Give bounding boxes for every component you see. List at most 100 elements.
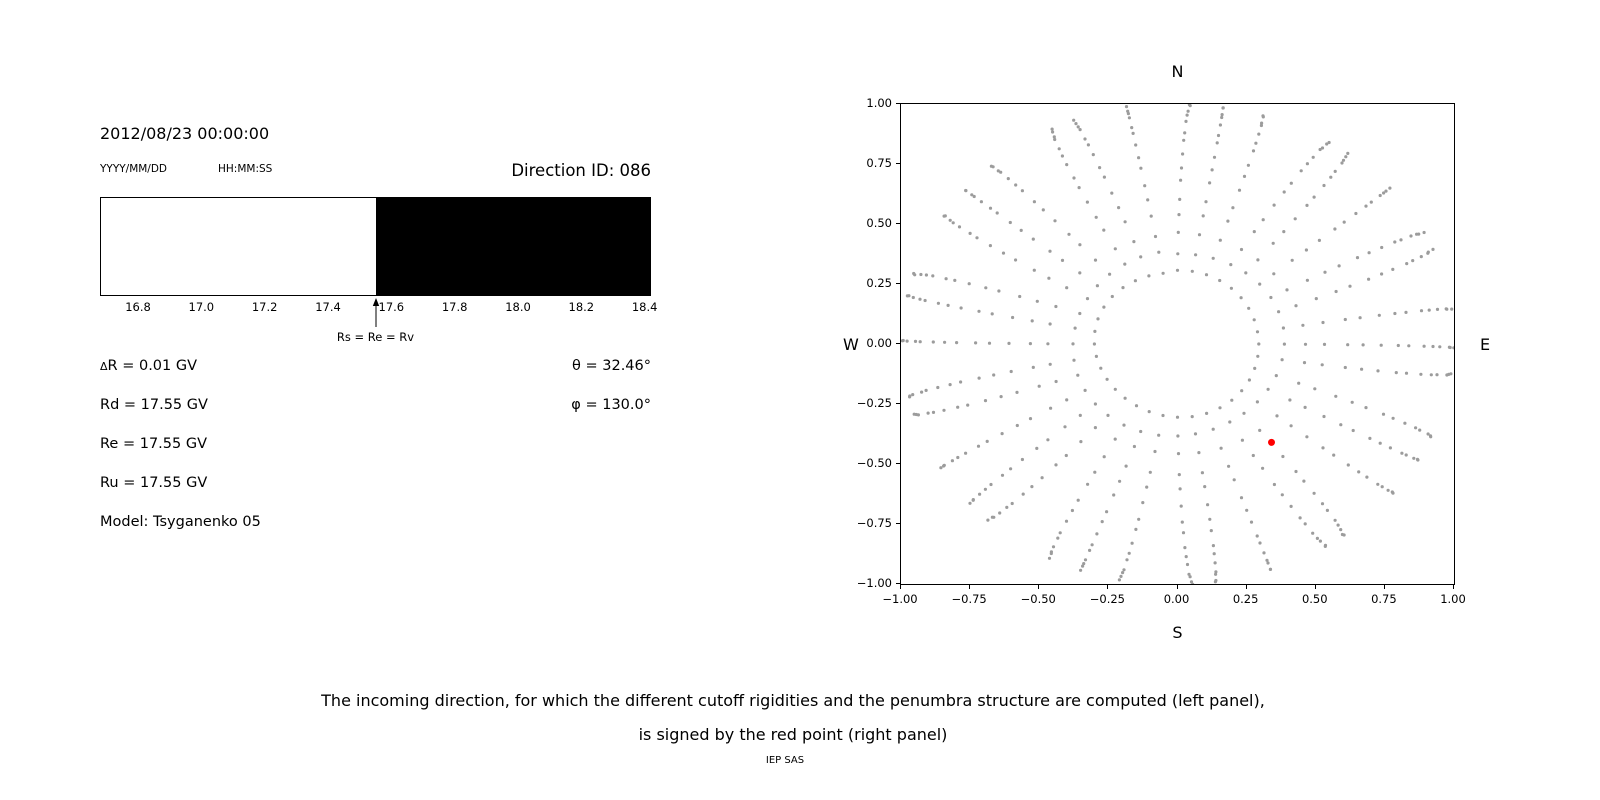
y-tick-label: −0.50 — [856, 456, 892, 470]
direction-point — [1343, 317, 1347, 322]
direction-point — [1139, 255, 1143, 259]
direction-point — [1364, 406, 1368, 410]
direction-point — [1318, 147, 1322, 152]
penumbra-tick-label: 17.0 — [188, 300, 215, 314]
direction-point — [1076, 498, 1080, 502]
direction-point — [1118, 479, 1122, 483]
direction-point — [971, 498, 975, 502]
direction-point — [907, 294, 911, 298]
direction-point — [1227, 464, 1231, 468]
direction-point — [1060, 154, 1064, 158]
direction-point — [1255, 330, 1260, 334]
direction-point — [1411, 259, 1415, 263]
direction-point — [1271, 241, 1275, 245]
direction-point — [1211, 256, 1215, 260]
direction-point — [1094, 354, 1098, 358]
direction-point — [1126, 112, 1130, 116]
direction-point — [1157, 433, 1161, 437]
direction-point — [931, 410, 936, 414]
direction-point — [1311, 155, 1315, 159]
direction-point — [1112, 493, 1116, 497]
direction-point — [1047, 556, 1052, 560]
direction-point — [1240, 438, 1244, 442]
direction-point — [911, 295, 915, 300]
direction-point — [1422, 230, 1426, 235]
direction-point — [1261, 218, 1265, 222]
direction-point — [1431, 344, 1435, 349]
direction-point — [1041, 208, 1045, 212]
direction-point — [1183, 131, 1187, 135]
direction-point — [1228, 420, 1232, 424]
direction-point — [1246, 163, 1250, 167]
direction-point — [1181, 152, 1185, 156]
direction-point — [1320, 502, 1325, 506]
direction-point — [1221, 106, 1225, 110]
direction-point — [1251, 453, 1255, 458]
direction-point — [1322, 183, 1326, 188]
direction-point — [1010, 501, 1014, 506]
direction-point — [1132, 444, 1136, 449]
direction-point — [1409, 234, 1413, 238]
direction-point — [970, 193, 974, 197]
direction-point — [1272, 482, 1276, 487]
direction-point — [1031, 365, 1035, 369]
direction-point — [1177, 473, 1181, 477]
direction-point — [1390, 490, 1394, 494]
direction-point — [1014, 183, 1018, 187]
direction-point — [992, 373, 996, 377]
direction-point — [1339, 423, 1343, 427]
direction-point — [1008, 220, 1012, 225]
direction-point — [920, 390, 924, 394]
direction-point — [1303, 522, 1307, 526]
direction-point — [1242, 174, 1247, 178]
direction-point — [931, 340, 935, 344]
direction-point — [1177, 213, 1181, 217]
direction-point — [950, 459, 954, 463]
direction-point — [1435, 373, 1439, 377]
x-tick-label: 0.25 — [1232, 592, 1259, 606]
direction-point — [976, 444, 981, 448]
direction-point — [1340, 532, 1344, 537]
compass-south-label: S — [1172, 623, 1183, 642]
direction-point — [1449, 372, 1453, 376]
direction-point — [1127, 116, 1131, 120]
direction-point — [1445, 307, 1449, 311]
direction-point — [1299, 169, 1303, 173]
direction-point — [1256, 354, 1260, 358]
direction-point — [1304, 248, 1308, 252]
direction-point — [1058, 531, 1062, 535]
direction-point — [1351, 428, 1355, 433]
direction-point — [1108, 272, 1112, 276]
penumbra-tick-label: 18.2 — [568, 300, 595, 314]
direction-point — [1119, 574, 1123, 578]
x-tick-mark — [900, 585, 901, 589]
direction-point — [1093, 470, 1097, 474]
direction-point — [1200, 471, 1204, 475]
direction-point — [1149, 214, 1153, 218]
caption-line1: The incoming direction, for which the di… — [321, 691, 1265, 710]
direction-point — [1258, 541, 1262, 545]
direction-point — [919, 272, 923, 277]
direction-point — [1448, 345, 1452, 350]
direction-point — [1377, 313, 1381, 317]
direction-point — [1102, 455, 1106, 459]
direction-point — [1315, 536, 1319, 540]
direction-point — [1187, 572, 1191, 576]
direction-point — [1079, 440, 1083, 444]
direction-point — [1190, 415, 1194, 419]
y-tick-label: 0.00 — [866, 336, 892, 350]
direction-point — [1110, 294, 1114, 299]
direction-point — [1266, 387, 1270, 391]
direction-point — [1060, 258, 1065, 262]
direction-point — [955, 341, 959, 345]
direction-point — [1095, 532, 1099, 536]
direction-point — [1376, 482, 1380, 486]
direction-point — [1293, 217, 1297, 221]
penumbra-tick-label: 17.2 — [251, 300, 278, 314]
direction-point — [1297, 381, 1301, 385]
direction-point — [1102, 175, 1106, 179]
y-tick-label: −1.00 — [856, 576, 892, 590]
time-format-label: HH:MM:SS — [218, 163, 273, 175]
x-tick-label: −0.75 — [951, 592, 987, 606]
